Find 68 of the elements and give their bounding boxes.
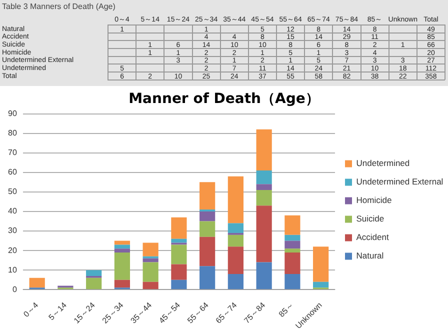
bar <box>171 244 187 264</box>
x-tick-label: 65～74 <box>214 300 240 326</box>
legend-label: Homicide <box>356 195 392 206</box>
bar <box>142 258 158 262</box>
bar <box>114 248 130 253</box>
x-tick-label: 35～44 <box>128 300 154 326</box>
bar <box>171 217 187 239</box>
bar <box>284 234 300 241</box>
bar <box>29 278 45 288</box>
bar <box>256 206 272 262</box>
x-tick-label: 5～14 <box>46 300 69 322</box>
bar <box>114 252 130 280</box>
y-tick-label: 70 <box>8 148 18 158</box>
bar <box>200 221 216 237</box>
bar <box>284 240 300 249</box>
bar <box>228 176 244 224</box>
bar <box>200 236 216 266</box>
chart-title: Manner of Death（Age） <box>128 91 320 108</box>
bar <box>86 278 102 290</box>
bar <box>284 215 300 235</box>
bar <box>171 264 187 280</box>
y-tick-label: 0 <box>12 284 18 294</box>
legend-label: Natural <box>356 250 384 261</box>
bar <box>114 244 130 249</box>
bar <box>256 129 272 170</box>
x-tick-label: 15～24 <box>72 300 98 326</box>
bar <box>200 211 216 222</box>
bar <box>228 234 244 247</box>
bar <box>171 280 187 290</box>
bar <box>200 266 216 290</box>
bar <box>228 223 244 233</box>
y-tick-label: 40 <box>8 206 18 216</box>
y-tick-label: 80 <box>8 128 18 138</box>
bar <box>86 270 102 276</box>
bar <box>284 252 300 274</box>
y-tick-label: 20 <box>8 246 18 255</box>
y-tick-label: 50 <box>8 187 18 196</box>
bar <box>284 248 300 253</box>
legend-label: Undetermined External <box>356 176 444 187</box>
x-tick-label: 0～4 <box>22 300 40 319</box>
bar <box>256 170 272 184</box>
bar <box>256 190 272 206</box>
x-tick-label: 85～ <box>277 300 296 319</box>
y-tick-label: 30 <box>8 226 18 236</box>
y-tick-label: 90 <box>8 109 18 118</box>
x-tick-label: 55～64 <box>186 300 211 326</box>
x-tick-label: 75～84 <box>242 300 268 326</box>
bar <box>228 246 244 274</box>
bar <box>200 182 216 210</box>
bar <box>142 242 158 256</box>
legend-label: Suicide <box>356 214 384 224</box>
y-tick-label: 10 <box>8 265 18 274</box>
chart-title: Table 3 Manners of Death (Age) <box>2 2 116 12</box>
legend-label: Accident <box>356 232 390 242</box>
bar <box>142 262 158 282</box>
legend-label: Undetermined <box>356 158 410 168</box>
bar <box>142 282 158 290</box>
x-tick-label: 25～34 <box>100 300 126 326</box>
bar <box>256 262 272 290</box>
bar <box>171 238 187 243</box>
bar <box>256 184 272 190</box>
bar <box>228 274 244 290</box>
bar <box>284 274 300 290</box>
bar <box>114 280 130 288</box>
bar <box>313 246 329 282</box>
y-tick-label: 60 <box>8 168 18 177</box>
x-tick-label: 45～54 <box>157 300 182 326</box>
bar <box>313 282 329 288</box>
